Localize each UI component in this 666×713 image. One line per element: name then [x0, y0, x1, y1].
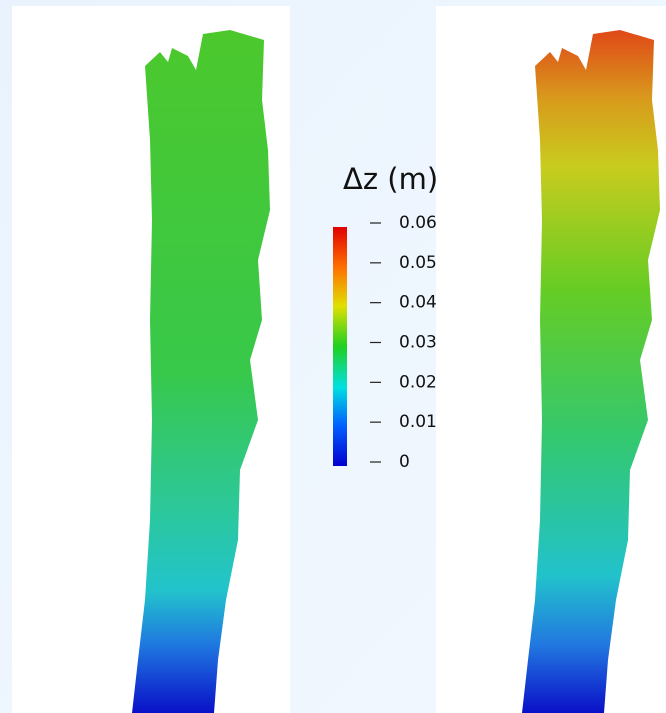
tick-label: 0.01: [399, 412, 437, 432]
left-surface: [132, 30, 270, 713]
colorbar-title: Δz (m): [343, 162, 438, 196]
tick-label: 0.04: [399, 293, 437, 313]
colorbar: [333, 227, 347, 466]
tick-label: 0.06: [399, 213, 437, 233]
tick-label: 0.02: [399, 372, 437, 392]
right-surface: [522, 30, 660, 713]
tick-label: 0: [399, 452, 410, 472]
tick-label: 0.05: [399, 253, 437, 273]
tick-label: 0.03: [399, 333, 437, 353]
